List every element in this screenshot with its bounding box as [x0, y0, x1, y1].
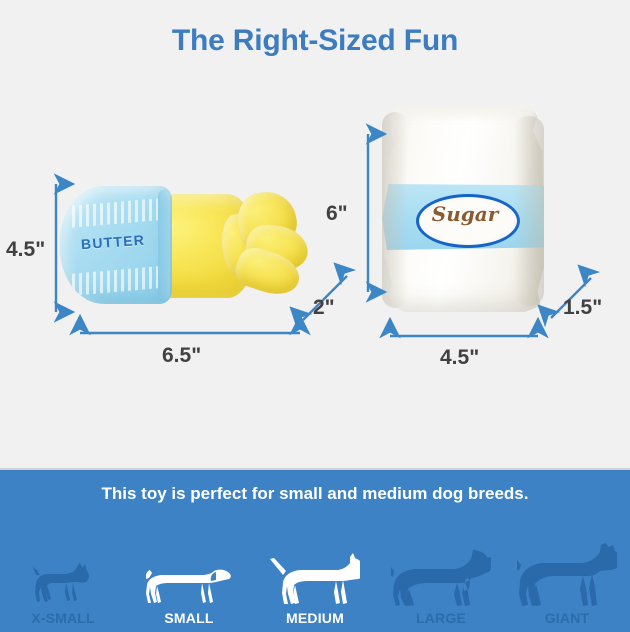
chihuahua-icon: [33, 545, 93, 607]
great-dane-icon: [517, 543, 617, 607]
page-title: The Right-Sized Fun: [171, 24, 459, 57]
butter-depth-arrow: [289, 262, 357, 330]
sugar-depth-arrow: [537, 264, 601, 328]
sugar-bag-oval-ring: [416, 194, 520, 248]
size-option-giant[interactable]: GIANT: [504, 518, 630, 626]
butter-length-label: 6.5": [162, 344, 202, 367]
sugar-depth-label: 1.5": [563, 296, 603, 319]
wrapper-crease: [158, 190, 170, 300]
size-label-x-small: X-SMALL: [31, 610, 95, 626]
size-label-large: LARGE: [416, 610, 466, 626]
breed-suitability-banner: This toy is perfect for small and medium…: [0, 468, 630, 632]
sugar-width-label: 4.5": [440, 346, 480, 369]
sugar-bag-shading: [514, 116, 544, 306]
sugar-height-arrow: [365, 123, 388, 303]
size-option-large[interactable]: LARGE: [378, 518, 504, 626]
butter-wrapper-label: BUTTER: [80, 231, 146, 253]
size-option-small[interactable]: SMALL: [126, 518, 252, 626]
butter-length-arrow: [69, 313, 311, 336]
butter-height-arrow: [53, 173, 76, 323]
size-option-medium[interactable]: MEDIUM: [252, 518, 378, 626]
butter-wrapper: BUTTER: [60, 186, 172, 304]
wrapper-stripe-texture: [72, 266, 158, 296]
butter-height-label: 4.5": [6, 238, 46, 261]
dog-size-scale: X-SMALL SMALL MEDIUM: [0, 518, 630, 626]
dachshund-icon: [146, 545, 232, 607]
butter-plush-toy: BUTTER: [60, 186, 311, 306]
retriever-icon: [391, 545, 491, 607]
size-label-small: SMALL: [164, 610, 214, 626]
sugar-bag-label: Sugar: [431, 202, 499, 226]
butter-depth-label: 2": [313, 296, 335, 319]
wrapper-stripe-texture: [72, 198, 158, 228]
bull-terrier-icon: [270, 545, 360, 607]
banner-message: This toy is perfect for small and medium…: [101, 484, 529, 503]
sugar-width-arrow: [379, 316, 549, 339]
sugar-bag-top-pinch: [392, 106, 534, 122]
size-option-x-small[interactable]: X-SMALL: [0, 518, 126, 626]
sugar-plush-toy: Sugar: [382, 106, 544, 312]
size-label-medium: MEDIUM: [286, 610, 344, 626]
product-stage: BUTTER 4.5" 6.5" 2": [0, 78, 630, 468]
sugar-bag-shading: [382, 112, 408, 308]
sugar-height-label: 6": [326, 202, 348, 225]
size-label-giant: GIANT: [544, 610, 590, 626]
